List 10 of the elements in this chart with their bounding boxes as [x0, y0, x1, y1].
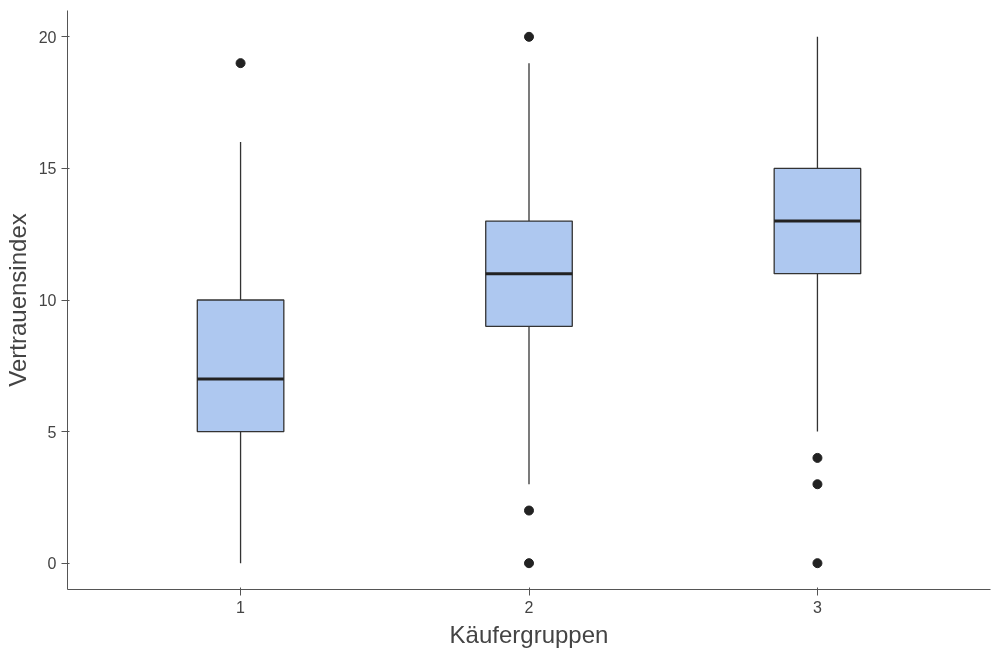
x-tick-label: 1 [236, 598, 246, 616]
y-tick-label: 20 [38, 28, 57, 46]
y-tick-label: 10 [38, 292, 57, 309]
x-tick-label: 2 [524, 598, 534, 616]
y-tick-label: 5 [47, 423, 57, 441]
y-axis-title: Vertrauensindex [3, 213, 31, 387]
x-axis-title: Käufergruppen [449, 620, 609, 648]
x-tick-label: 3 [812, 598, 822, 616]
y-tick-label: 15 [38, 160, 57, 178]
y-tick-label: 0 [47, 555, 57, 573]
